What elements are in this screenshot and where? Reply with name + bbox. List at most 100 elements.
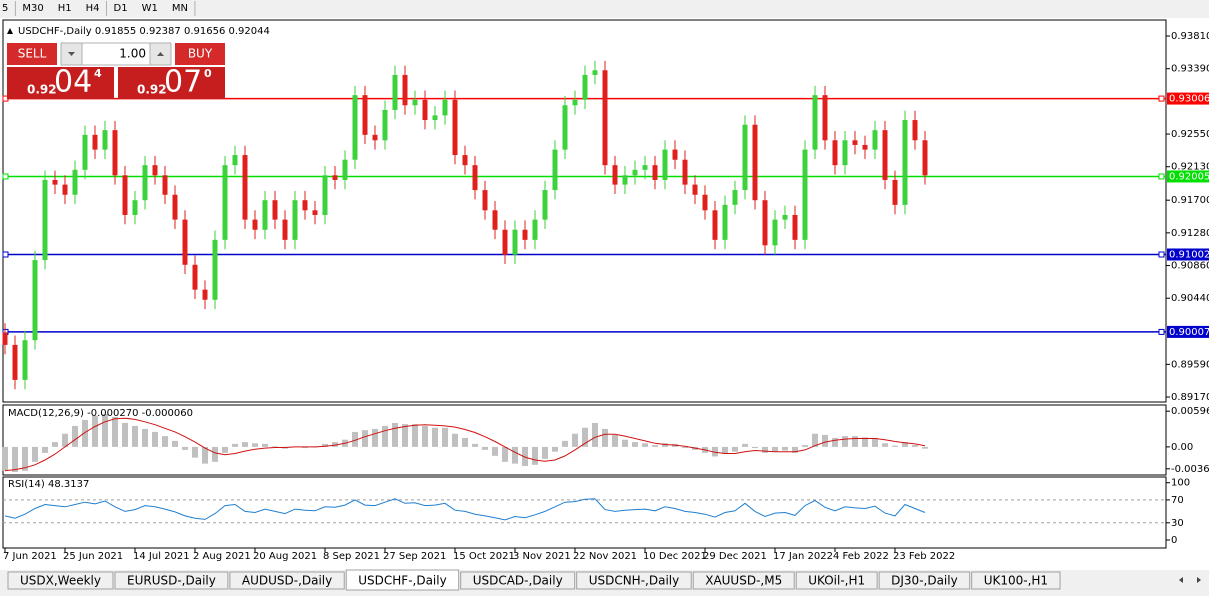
macd-bar: [752, 446, 758, 449]
candle-body: [712, 210, 718, 240]
candle-body: [362, 95, 368, 135]
bid-box[interactable]: [7, 67, 114, 99]
chart-title: USDCHF-,Daily 0.91855 0.92387 0.91656 0.…: [18, 26, 270, 37]
macd-bar: [632, 442, 638, 447]
tab-label[interactable]: EURUSD-,Daily: [127, 574, 216, 588]
candle-body: [692, 184, 698, 195]
tab[interactable]: [576, 571, 692, 590]
tab-label[interactable]: AUDUSD-,Daily: [242, 574, 332, 588]
macd-bar: [522, 446, 528, 467]
tab[interactable]: [7, 571, 114, 590]
macd-bar: [242, 442, 248, 447]
macd-bar: [2, 446, 8, 471]
macd-bar: [372, 428, 378, 447]
rsi-title: RSI(14) 48.3137: [8, 479, 89, 490]
candle-body: [792, 214, 798, 240]
tab-label[interactable]: UK100-,H1: [984, 574, 1048, 588]
y-tick-label: 0: [1171, 535, 1177, 546]
candle-body: [812, 95, 818, 150]
candle-body: [612, 165, 618, 185]
candle-body: [912, 120, 918, 141]
buy-button[interactable]: [175, 43, 225, 65]
candle-body: [132, 200, 138, 215]
candle-body: [202, 289, 208, 300]
macd-bar: [92, 415, 98, 447]
tab-label[interactable]: XAUUSD-,M5: [705, 574, 782, 588]
collapse-icon[interactable]: [7, 28, 13, 34]
macd-bar: [222, 446, 228, 453]
candle-body: [822, 95, 828, 141]
tab-label[interactable]: USDCNH-,Daily: [589, 574, 680, 588]
candle-body: [722, 204, 728, 240]
macd-bar: [722, 446, 728, 455]
candle-body: [312, 210, 318, 215]
macd-bar: [202, 446, 208, 464]
tab[interactable]: [795, 571, 878, 590]
ask-box[interactable]: [118, 67, 225, 99]
timeframe-button[interactable]: H1: [58, 3, 72, 14]
timeframe-button[interactable]: MN: [172, 3, 188, 14]
macd-bar: [22, 446, 28, 471]
timeframe-button[interactable]: H4: [86, 3, 100, 14]
timeframe-button[interactable]: 5: [2, 3, 8, 14]
tab[interactable]: [878, 571, 971, 590]
tab[interactable]: [229, 571, 345, 590]
tab[interactable]: [971, 571, 1061, 590]
x-tick-label: 22 Nov 2021: [573, 551, 637, 562]
x-tick-label: 2 Aug 2021: [193, 551, 251, 562]
macd-bar: [62, 433, 68, 447]
candle-body: [162, 175, 168, 195]
tab[interactable]: [114, 571, 229, 590]
candle-body: [62, 184, 68, 195]
candle-body: [232, 155, 238, 166]
macd-bar: [432, 427, 438, 447]
level-label: 0.90007: [1169, 327, 1209, 338]
level-handle: [1158, 251, 1165, 258]
tab[interactable]: [692, 571, 795, 590]
candle-body: [662, 149, 668, 180]
y-tick-label: 0.90860: [1171, 261, 1209, 272]
macd-bar: [882, 443, 888, 447]
candle-body: [42, 179, 48, 261]
macd-bar: [152, 431, 158, 447]
y-tick-label: 0.90440: [1171, 293, 1209, 304]
candle-body: [292, 200, 298, 240]
main-panel: [2, 19, 1167, 403]
macd-bar: [582, 427, 588, 447]
sell-button[interactable]: [7, 43, 57, 65]
candle-body: [892, 179, 898, 205]
candle-body: [562, 105, 568, 150]
tab[interactable]: [345, 569, 460, 591]
timeframe-button[interactable]: D1: [114, 3, 128, 14]
x-tick-label: 17 Jan 2022: [773, 551, 833, 562]
candle-body: [452, 99, 458, 156]
candle-body: [432, 115, 438, 121]
tab-label[interactable]: UKOil-,H1: [808, 574, 865, 588]
trade-panel: SELL 1.00 BUY 0.92 04 4 0.92 07 0: [7, 42, 225, 100]
timeframe-button[interactable]: M30: [22, 3, 43, 14]
candle-body: [492, 210, 498, 230]
macd-bar: [402, 424, 408, 447]
macd-bar: [352, 431, 358, 447]
candle-body: [462, 155, 468, 166]
macd-bar: [72, 425, 78, 447]
tab-label[interactable]: USDX,Weekly: [20, 574, 101, 588]
candle-body: [112, 130, 118, 176]
y-tick-label: 0.005963: [1171, 406, 1209, 417]
candle-body: [552, 149, 558, 191]
macd-bar: [382, 425, 388, 447]
candle-body: [442, 99, 448, 116]
macd-bar: [482, 446, 488, 450]
macd-bar: [322, 443, 328, 447]
y-tick-label: 70: [1171, 495, 1184, 506]
level-handle: [1158, 173, 1165, 180]
scroll-left[interactable]: [1179, 577, 1183, 583]
tab-label[interactable]: USDCHF-,Daily: [358, 574, 446, 588]
tab[interactable]: [460, 571, 576, 590]
tab-label[interactable]: USDCAD-,Daily: [473, 574, 563, 588]
macd-bar: [162, 436, 168, 447]
tab-label[interactable]: DJ30-,Daily: [891, 574, 958, 588]
timeframe-button[interactable]: W1: [142, 3, 158, 14]
scroll-right[interactable]: [1197, 577, 1201, 583]
candle-body: [572, 99, 578, 106]
